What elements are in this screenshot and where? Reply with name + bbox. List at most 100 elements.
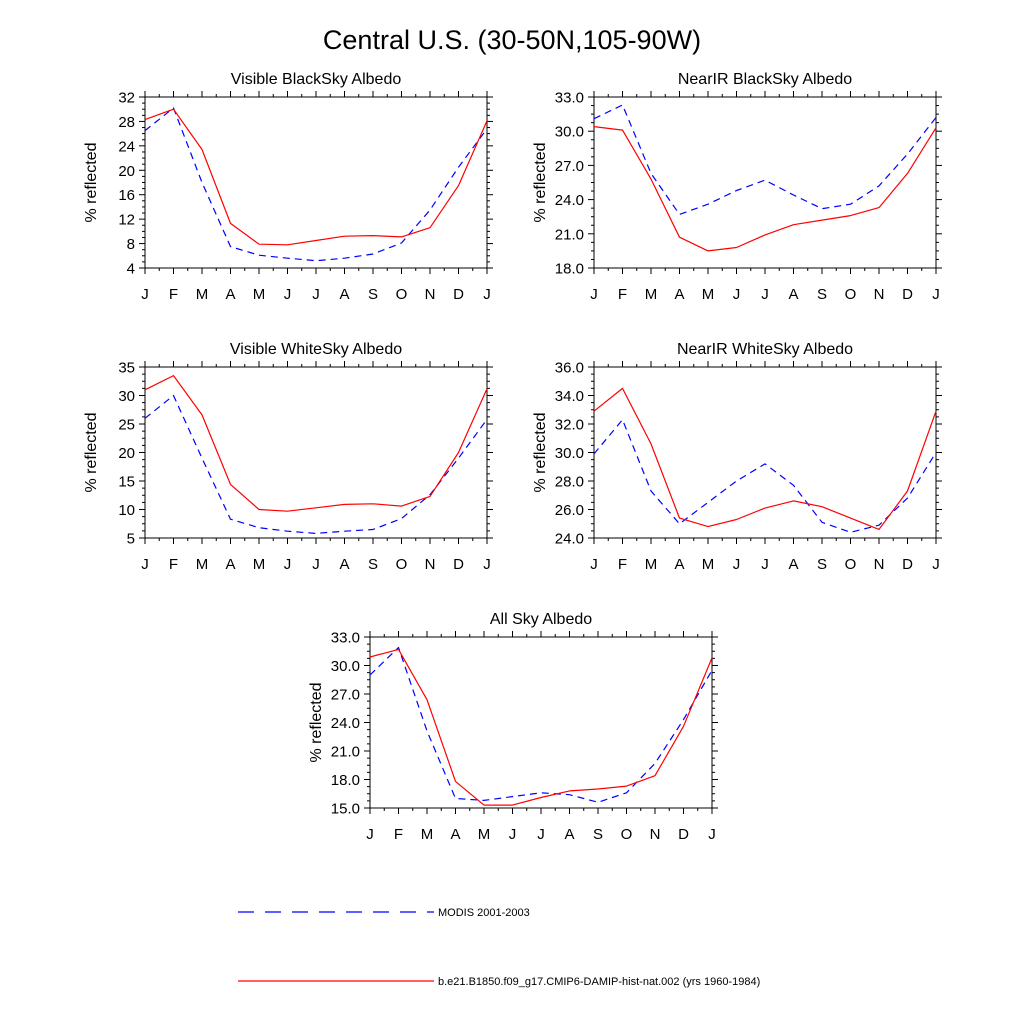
x-tick-label: J [590, 556, 598, 573]
x-tick-label: O [396, 556, 408, 573]
x-tick-label: S [593, 826, 603, 843]
x-tick-label: D [678, 826, 689, 843]
x-tick-label: O [845, 286, 857, 303]
series-line-model [369, 648, 713, 806]
x-tick-label: A [339, 286, 349, 303]
y-tick-label: 18.0 [555, 261, 584, 278]
y-tick-label: 25 [118, 417, 135, 434]
x-tick-label: J [312, 286, 320, 303]
x-tick-label: O [621, 826, 633, 843]
y-tick-label: 28.0 [555, 474, 584, 491]
plot-frame [593, 366, 937, 539]
series-line-model [593, 126, 937, 252]
x-tick-label: J [932, 286, 940, 303]
panel-title: Visible WhiteSky Albedo [230, 341, 402, 358]
x-tick-label: J [733, 286, 741, 303]
y-tick-label: 28 [118, 114, 135, 131]
x-tick-label: D [902, 556, 913, 573]
x-tick-label: N [874, 286, 885, 303]
y-tick-label: 8 [127, 236, 135, 253]
x-tick-label: M [478, 826, 491, 843]
y-tick-label: 35 [118, 360, 135, 377]
legend: MODIS 2001-2003 b.e21.B1850.f09_g17.CMIP… [238, 907, 760, 988]
legend-label-model: b.e21.B1850.f09_g17.CMIP6-DAMIP-hist-nat… [438, 976, 760, 988]
series-line-model [144, 375, 488, 512]
x-tick-label: M [645, 556, 658, 573]
x-tick-label: N [425, 556, 436, 573]
x-tick-label: J [141, 286, 149, 303]
x-tick-label: J [761, 286, 769, 303]
series-line-modis [144, 394, 488, 535]
x-tick-label: J [284, 556, 292, 573]
plot-frame [144, 96, 488, 269]
x-tick-label: A [564, 826, 574, 843]
x-tick-label: A [788, 286, 798, 303]
x-tick-label: F [618, 286, 627, 303]
y-tick-label: 24 [118, 138, 135, 155]
y-tick-label: 18.0 [331, 772, 360, 789]
plot-frame [144, 366, 488, 539]
y-tick-label: 30.0 [555, 445, 584, 462]
x-tick-label: M [421, 826, 434, 843]
x-tick-label: A [674, 286, 684, 303]
x-tick-label: J [483, 286, 491, 303]
y-tick-label: 10 [118, 502, 135, 519]
x-tick-label: M [196, 286, 209, 303]
y-axis-label: % reflected [83, 142, 100, 222]
y-tick-label: 26.0 [555, 502, 584, 519]
x-tick-label: M [702, 556, 715, 573]
y-tick-label: 20 [118, 163, 135, 180]
x-tick-label: F [394, 826, 403, 843]
x-tick-label: M [702, 286, 715, 303]
y-tick-label: 24.0 [555, 531, 584, 548]
y-tick-label: 21.0 [331, 744, 360, 761]
x-tick-label: A [339, 556, 349, 573]
x-tick-label: D [453, 556, 464, 573]
y-tick-label: 34.0 [555, 388, 584, 405]
x-tick-label: A [674, 556, 684, 573]
x-tick-label: D [902, 286, 913, 303]
x-tick-label: F [169, 286, 178, 303]
plot-frame [593, 96, 937, 269]
x-tick-label: J [141, 556, 149, 573]
x-tick-label: S [817, 556, 827, 573]
plot-frame [369, 636, 713, 809]
y-tick-label: 33.0 [331, 630, 360, 647]
y-tick-label: 27.0 [555, 158, 584, 175]
x-tick-label: F [169, 556, 178, 573]
x-tick-label: J [483, 556, 491, 573]
x-tick-label: S [368, 286, 378, 303]
x-tick-label: N [650, 826, 661, 843]
x-tick-label: J [733, 556, 741, 573]
y-axis-label: % reflected [532, 412, 549, 492]
x-tick-label: S [817, 286, 827, 303]
y-tick-label: 33.0 [555, 90, 584, 107]
x-tick-label: J [537, 826, 545, 843]
y-tick-label: 30.0 [555, 124, 584, 141]
y-tick-label: 36.0 [555, 360, 584, 377]
y-tick-label: 24.0 [555, 192, 584, 209]
x-tick-label: A [788, 556, 798, 573]
x-tick-label: M [253, 286, 266, 303]
x-tick-label: M [253, 556, 266, 573]
y-tick-label: 12 [118, 212, 135, 229]
series-line-model [593, 387, 937, 531]
y-tick-label: 27.0 [331, 687, 360, 704]
x-tick-label: J [509, 826, 517, 843]
x-tick-label: N [874, 556, 885, 573]
x-tick-label: J [312, 556, 320, 573]
series-line-modis [144, 107, 488, 262]
y-tick-label: 30.0 [331, 658, 360, 675]
legend-label-modis: MODIS 2001-2003 [438, 907, 530, 919]
x-tick-label: J [590, 286, 598, 303]
series-line-modis [593, 104, 937, 215]
x-tick-label: O [845, 556, 857, 573]
x-tick-label: J [708, 826, 716, 843]
y-tick-label: 15 [118, 474, 135, 491]
